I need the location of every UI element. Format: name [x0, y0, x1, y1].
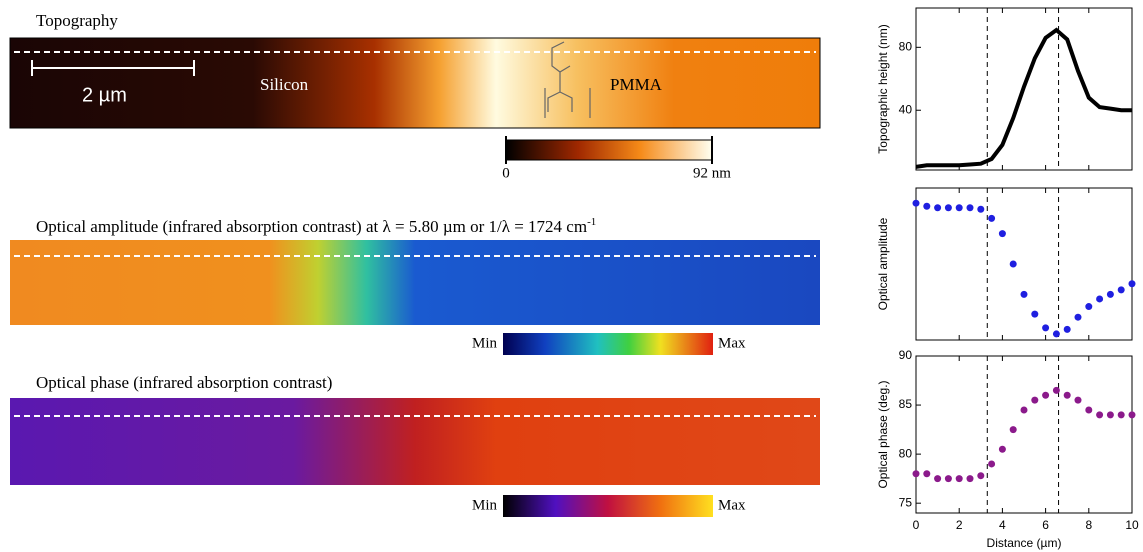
- data-point: [1031, 396, 1039, 404]
- x-axis-label: Distance (µm): [987, 536, 1062, 550]
- colorbar: [503, 333, 713, 355]
- data-point: [923, 470, 931, 478]
- data-point: [1052, 330, 1060, 338]
- data-point: [966, 204, 974, 212]
- data-point: [1128, 280, 1136, 288]
- y-axis-label: Optical phase (deg.): [876, 380, 890, 488]
- colorbar-min: Min: [472, 335, 498, 351]
- data-point: [1096, 411, 1104, 419]
- data-point: [934, 204, 942, 212]
- x-tick-label: 10: [1125, 518, 1139, 532]
- colorbar: [505, 139, 713, 161]
- data-point: [1063, 325, 1071, 333]
- y-tick-label: 80: [899, 39, 913, 53]
- x-tick-label: 8: [1085, 518, 1092, 532]
- y-tick-label: 75: [899, 495, 913, 509]
- colorbar-tick-label: 92 nm: [693, 165, 731, 181]
- region-label: Silicon: [260, 75, 309, 94]
- panel-title: Topography: [36, 11, 118, 30]
- panel-title: Optical amplitude (infrared absorption c…: [36, 216, 596, 236]
- data-point: [912, 199, 920, 207]
- title-text: Optical amplitude (infrared absorption c…: [36, 217, 587, 236]
- x-tick-label: 6: [1042, 518, 1049, 532]
- title-superscript: -1: [587, 216, 596, 228]
- amplitude-image: [10, 240, 820, 325]
- data-point: [1106, 411, 1114, 419]
- data-point: [977, 205, 985, 213]
- data-point: [1020, 290, 1028, 298]
- y-tick-label: 90: [899, 348, 913, 362]
- x-tick-label: 4: [999, 518, 1006, 532]
- data-point: [944, 475, 952, 483]
- panel-title: Optical phase (infrared absorption contr…: [36, 373, 332, 392]
- colorbar-max: Max: [718, 335, 746, 351]
- plot-frame: [915, 355, 1133, 514]
- data-point: [1042, 324, 1050, 332]
- colorbar-min: Min: [472, 497, 498, 513]
- data-point: [923, 202, 931, 210]
- y-tick-label: 40: [899, 102, 913, 116]
- data-point: [1074, 396, 1082, 404]
- colorbar-max: Max: [718, 497, 746, 513]
- scale-bar: [31, 60, 195, 76]
- data-line: [915, 27, 1132, 169]
- colorbar-tick-label: 0: [502, 165, 510, 181]
- data-point: [944, 204, 952, 212]
- data-point: [1020, 406, 1028, 414]
- data-point: [1063, 391, 1071, 399]
- data-point: [977, 472, 985, 480]
- y-tick-label: 80: [899, 446, 913, 460]
- data-point: [1074, 313, 1082, 321]
- data-point: [1106, 290, 1114, 298]
- colorbar: [503, 495, 713, 517]
- plot-frame: [915, 187, 1133, 341]
- data-point: [988, 214, 996, 222]
- data-point: [1085, 406, 1093, 414]
- data-point: [998, 230, 1006, 238]
- data-point: [1128, 411, 1136, 419]
- data-point: [955, 204, 963, 212]
- data-point: [1096, 295, 1104, 303]
- phase-image: [10, 398, 820, 485]
- region-label: PMMA: [610, 75, 663, 94]
- data-point: [1052, 386, 1060, 394]
- x-tick-label: 0: [913, 518, 920, 532]
- scale-bar-label: 2 µm: [82, 84, 127, 106]
- data-point: [1031, 310, 1039, 318]
- data-point: [1009, 260, 1017, 268]
- y-axis-label: Topographic height (nm): [876, 24, 890, 153]
- data-point: [1009, 426, 1017, 434]
- y-tick-label: 85: [899, 397, 913, 411]
- pmma-structure: [544, 41, 591, 118]
- y-axis-label: Optical amplitude: [876, 217, 890, 310]
- data-point: [988, 460, 996, 468]
- data-point: [966, 475, 974, 483]
- data-point: [934, 475, 942, 483]
- data-point: [1117, 411, 1125, 419]
- data-point: [1042, 391, 1050, 399]
- x-tick-label: 2: [956, 518, 963, 532]
- data-point: [912, 470, 920, 478]
- data-point: [1117, 286, 1125, 294]
- data-point: [998, 445, 1006, 453]
- plot-frame: [915, 7, 1133, 171]
- data-point: [955, 475, 963, 483]
- data-point: [1085, 303, 1093, 311]
